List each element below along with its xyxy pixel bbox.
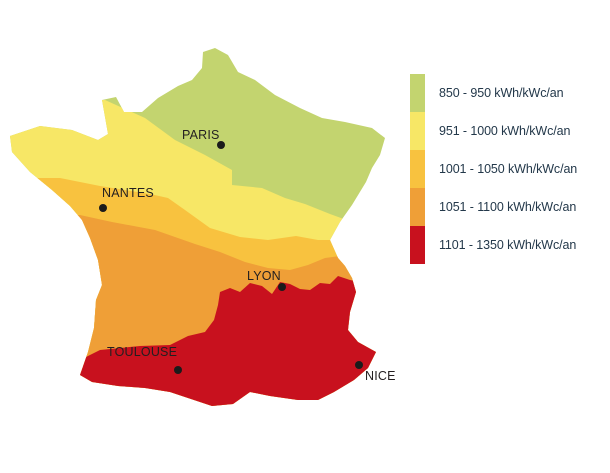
map-zone-1101-1350	[10, 276, 385, 406]
legend-label: 850 - 950 kWh/kWc/an	[439, 86, 564, 100]
city-label-lyon: LYON	[247, 269, 281, 283]
legend-swatch	[410, 74, 425, 112]
city-dot-nantes	[99, 204, 107, 212]
city-paris: PARIS	[182, 128, 225, 149]
legend-swatch	[410, 226, 425, 264]
legend-label: 1001 - 1050 kWh/kWc/an	[439, 162, 578, 176]
city-dot-lyon	[278, 283, 286, 291]
city-nantes: NANTES	[99, 186, 154, 212]
legend-label: 1051 - 1100 kWh/kWc/an	[439, 200, 577, 214]
city-label-paris: PARIS	[182, 128, 220, 142]
city-toulouse: TOULOUSE	[107, 345, 182, 374]
legend-swatch	[410, 150, 425, 188]
map-legend: 850 - 950 kWh/kWc/an 951 - 1000 kWh/kWc/…	[410, 74, 605, 264]
city-dot-paris	[217, 141, 225, 149]
city-label-toulouse: TOULOUSE	[107, 345, 177, 359]
city-label-nice: NICE	[365, 369, 396, 383]
legend-item-850-950: 850 - 950 kWh/kWc/an	[410, 74, 605, 112]
legend-label: 951 - 1000 kWh/kWc/an	[439, 124, 571, 138]
city-lyon: LYON	[247, 269, 286, 291]
legend-item-1101-1350: 1101 - 1350 kWh/kWc/an	[410, 226, 605, 264]
legend-item-951-1000: 951 - 1000 kWh/kWc/an	[410, 112, 605, 150]
city-nice: NICE	[355, 361, 396, 383]
legend-swatch	[410, 112, 425, 150]
legend-label: 1101 - 1350 kWh/kWc/an	[439, 238, 577, 252]
legend-item-1051-1100: 1051 - 1100 kWh/kWc/an	[410, 188, 605, 226]
city-label-nantes: NANTES	[102, 186, 154, 200]
legend-swatch	[410, 188, 425, 226]
legend-item-1001-1050: 1001 - 1050 kWh/kWc/an	[410, 150, 605, 188]
city-dot-toulouse	[174, 366, 182, 374]
city-dot-nice	[355, 361, 363, 369]
